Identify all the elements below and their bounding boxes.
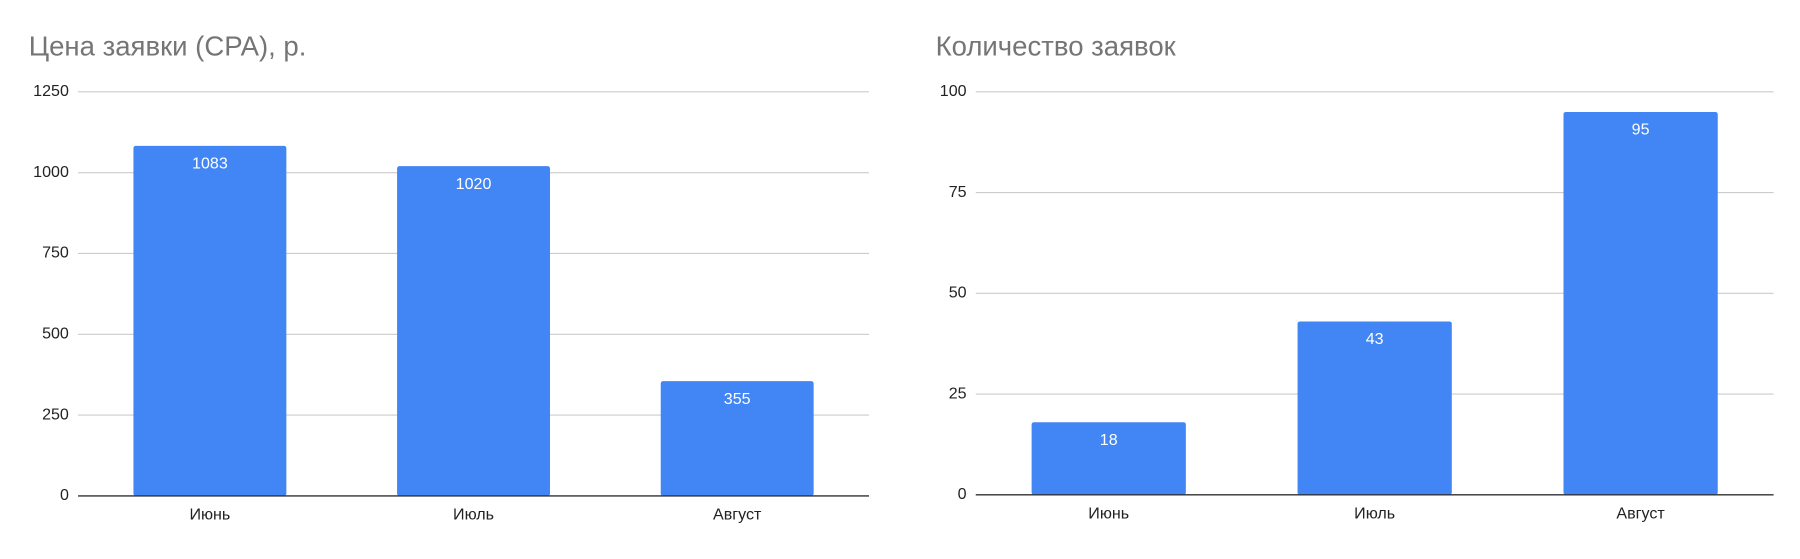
chart-title: Количество заявок [936, 30, 1177, 61]
x-tick-label: Август [713, 506, 762, 524]
bar [660, 381, 814, 496]
y-tick-label: 0 [958, 485, 967, 503]
y-tick-label: 25 [949, 384, 967, 402]
value-label: 1083 [192, 154, 228, 172]
value-label: 355 [724, 390, 751, 408]
y-tick-label: 500 [42, 325, 69, 343]
bar [1297, 321, 1452, 495]
bar [1031, 422, 1186, 495]
bar [1563, 111, 1718, 495]
value-label: 95 [1632, 121, 1650, 139]
y-tick-label: 0 [60, 486, 69, 504]
y-tick-label: 1250 [33, 82, 69, 100]
y-tick-label: 250 [42, 405, 69, 423]
x-tick-label: Август [1616, 505, 1665, 523]
y-tick-label: 100 [940, 82, 967, 100]
x-tick-label: Июль [1354, 505, 1395, 523]
bar [397, 166, 550, 496]
y-tick-label: 75 [949, 183, 967, 201]
x-tick-label: Июль [453, 506, 494, 524]
x-tick-label: Июнь [189, 506, 230, 524]
chart-title: Цена заявки (CPA), р. [29, 30, 307, 61]
y-tick-label: 750 [42, 244, 69, 262]
y-tick-label: 1000 [33, 163, 69, 181]
value-label: 43 [1366, 330, 1384, 348]
y-tick-label: 50 [949, 284, 967, 302]
value-label: 1020 [456, 175, 492, 193]
value-label: 18 [1100, 431, 1118, 449]
x-tick-label: Июнь [1088, 505, 1129, 523]
bar [133, 145, 287, 496]
